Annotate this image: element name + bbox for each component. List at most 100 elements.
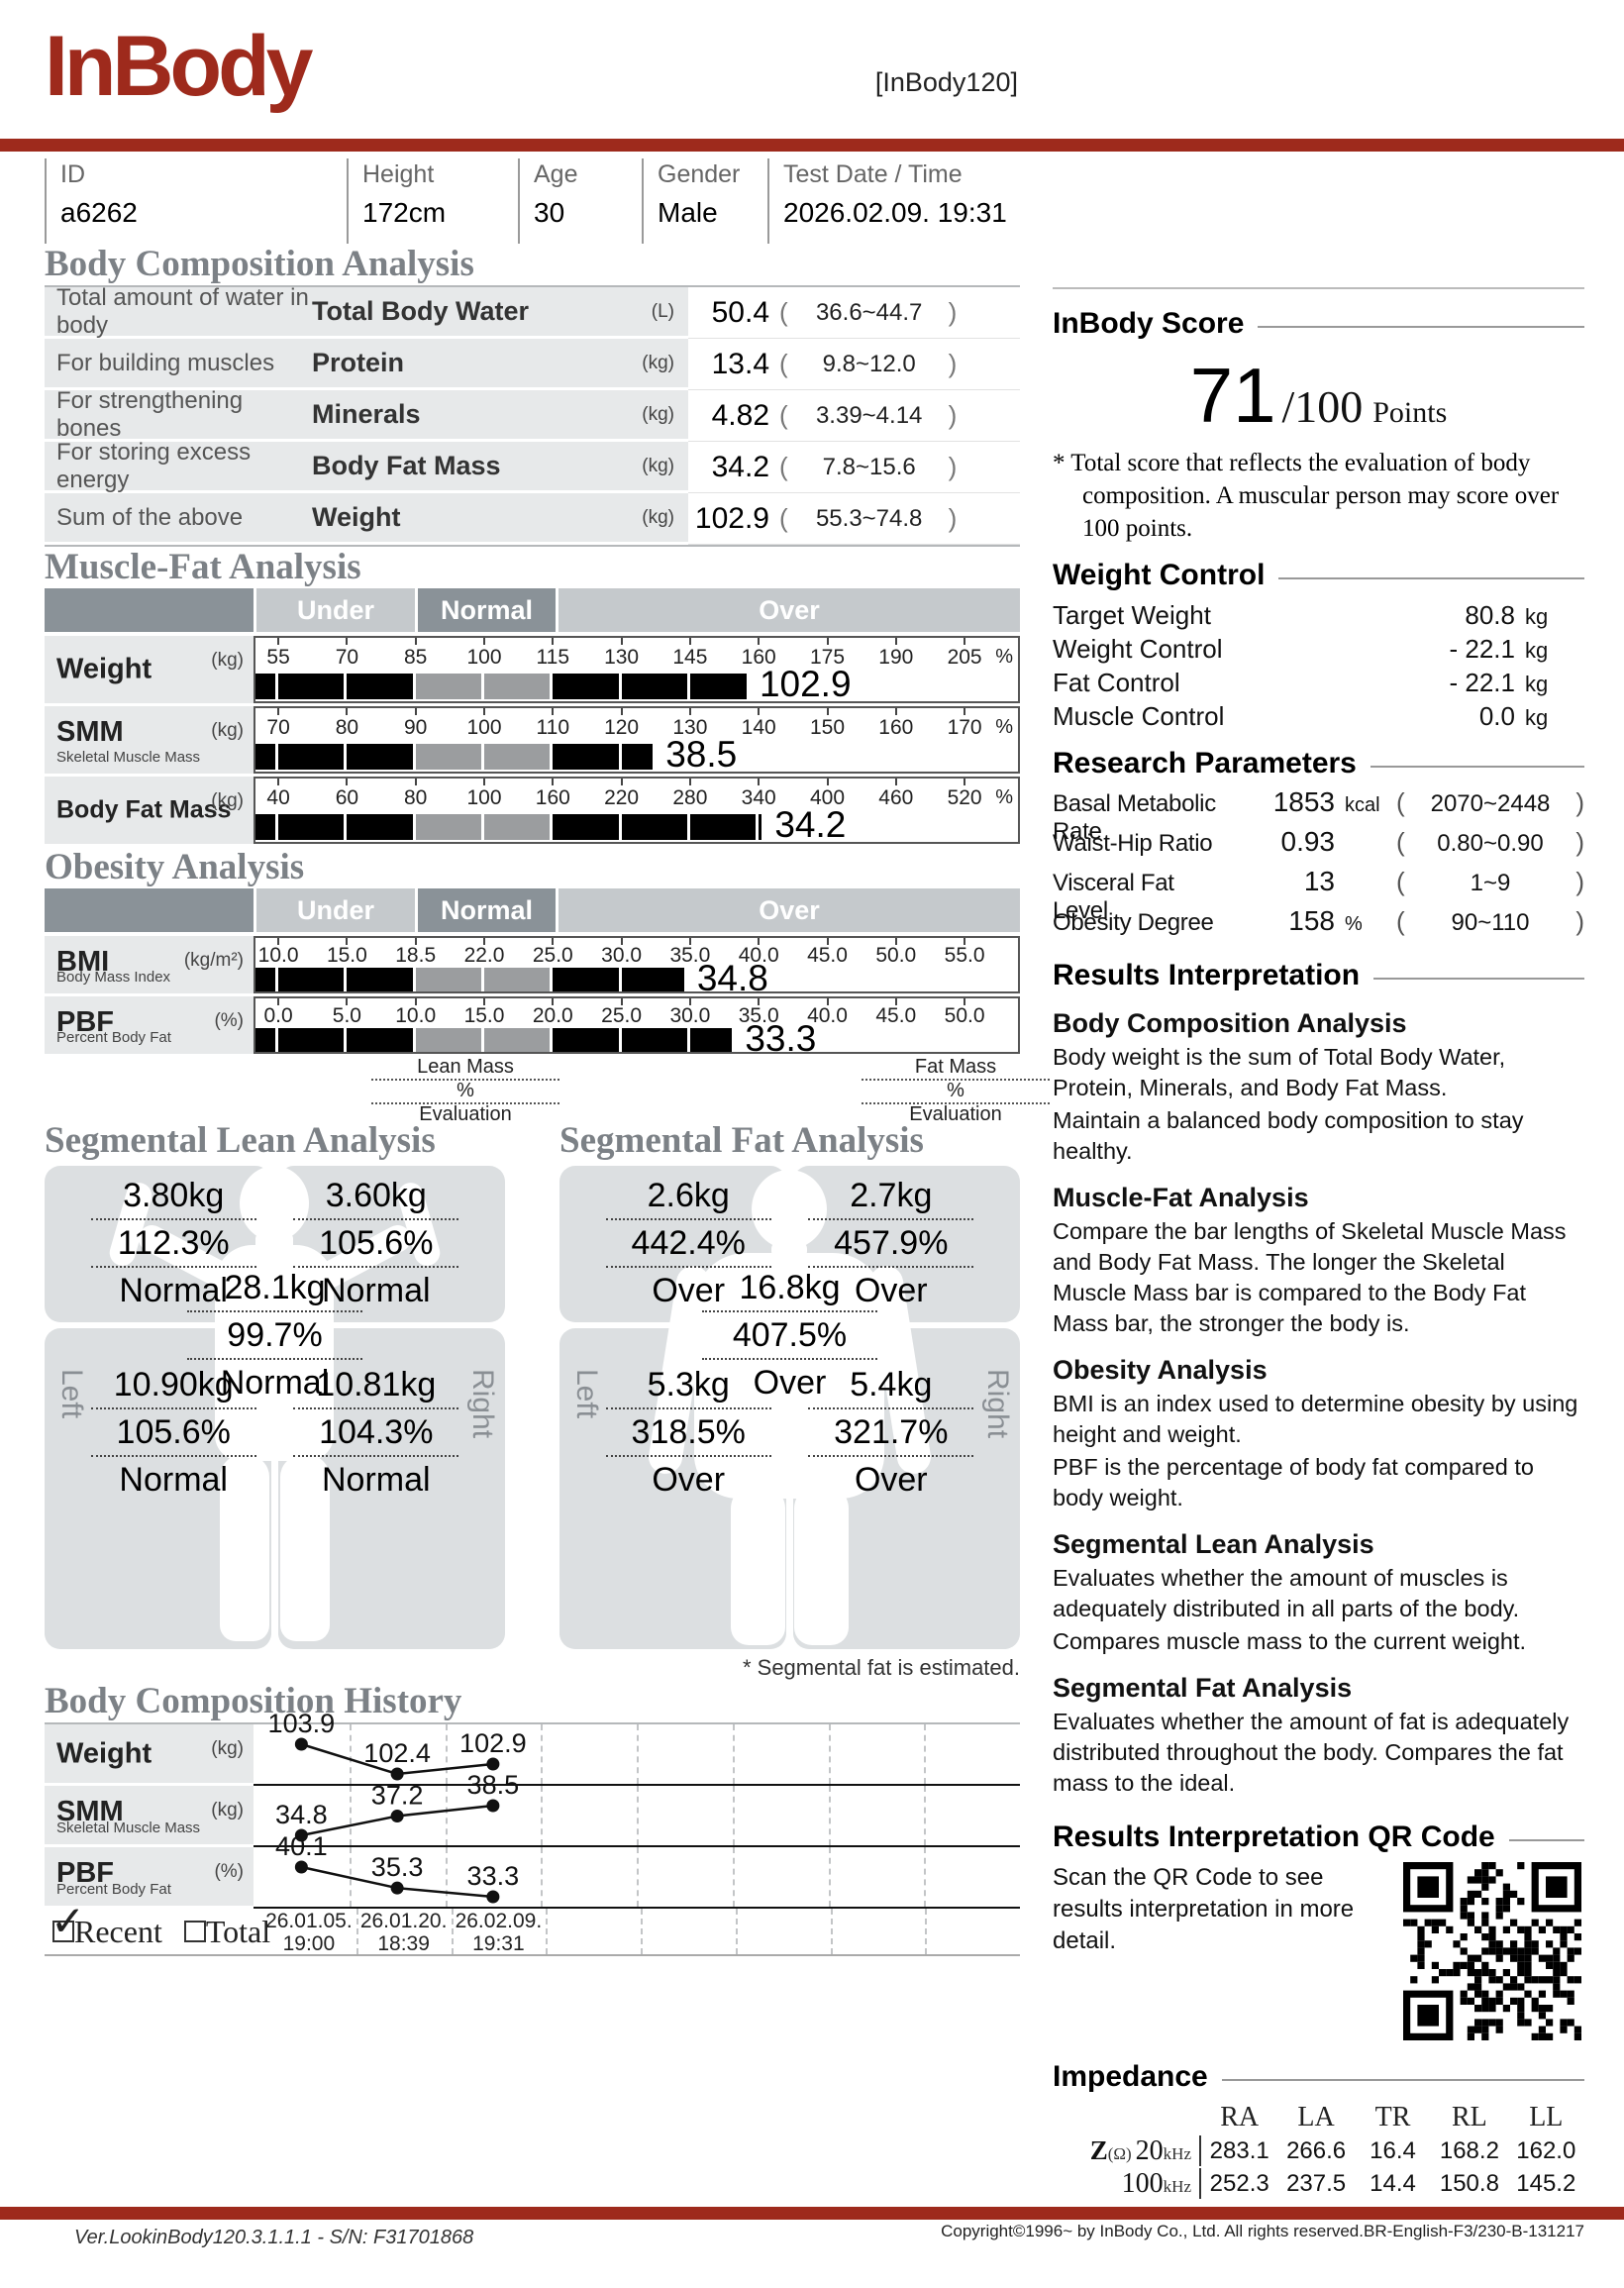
open-paren: ( (779, 349, 788, 378)
tick-mark (414, 998, 417, 1005)
row-label: Body Fat Mass (kg) (45, 777, 254, 844)
research-parameters-header: Research Parameters (1053, 747, 1584, 780)
row-unit: (%) (214, 1010, 244, 1031)
data-point-label: 34.8 (275, 1800, 328, 1829)
tick-mark (414, 638, 417, 645)
history-line-chart: 40.1 35.3 33.3 (275, 1831, 520, 1904)
data-point-label: 40.1 (275, 1831, 328, 1861)
rule (1221, 2079, 1584, 2081)
row-subname: Skeletal Muscle Mass (56, 749, 201, 766)
parameter-range: (1~9) (1396, 867, 1584, 897)
tick-mark (483, 708, 485, 715)
row-subname: Percent Body Fat (56, 1029, 171, 1046)
impedance-value: 266.6 (1286, 2137, 1347, 2164)
patient-field-label: Test Date / Time (783, 160, 963, 188)
qr-module (1567, 1990, 1574, 1998)
tick-label: 5.0 (332, 1004, 361, 1027)
bar-segment (255, 814, 276, 840)
qr-module (1538, 1990, 1546, 1998)
axis-unit-label: % (995, 716, 1013, 738)
row-value-area: 4.82 (3.39~4.14) (688, 390, 1020, 442)
qr-module (1510, 1919, 1518, 1926)
row-label: BMI Body Mass Index (kg/m²) (45, 936, 254, 993)
data-point-label: 33.3 (467, 1861, 520, 1891)
qr-module (1481, 1969, 1489, 1977)
tick-label: 130 (672, 716, 708, 739)
tick-label: 50.0 (944, 1004, 985, 1027)
row-unit: (kg) (211, 790, 244, 811)
history-row: PBF Percent Body Fat (%) 40.1 35.3 33.3 (45, 1831, 1020, 1909)
tick-label: 40.0 (738, 944, 779, 967)
bar-value: 34.2 (774, 804, 847, 845)
bar-segment (415, 968, 481, 991)
qr-module (1481, 1912, 1489, 1920)
bar-segment (278, 814, 345, 840)
impedance-freq-label: 100kHz (1053, 2168, 1201, 2199)
impedance-value: 145.2 (1516, 2170, 1576, 2197)
row-value-area: 102.9 (55.3~74.8) (688, 493, 1020, 545)
bar-scale: 10.0 15.0 18.5 22.0 25.0 30.0 35.0 40.0 45.0 50.0… (254, 936, 1020, 998)
qr-module (1573, 1976, 1581, 1984)
tick-mark (894, 998, 897, 1005)
bar-segment (689, 1028, 733, 1052)
qr-module (1431, 1925, 1439, 1933)
qr-module (1495, 2026, 1503, 2033)
header-divider-bar (0, 139, 1624, 152)
bar-segment (553, 968, 619, 991)
date-text: 26.01.05. (265, 1910, 353, 1932)
bar-segment (621, 968, 684, 991)
qr-module (1488, 1976, 1496, 1984)
tick-mark (346, 708, 349, 715)
bar-row: Body Fat Mass (kg) 40 60 80 100 160 220 280 340 40… (45, 777, 1020, 845)
evaluation-label: Over (652, 1272, 726, 1309)
evaluation-label: Normal (119, 1461, 228, 1499)
footer-version: Ver.LookinBody120.3.1.1.1 - S/N: F317018… (74, 2227, 474, 2248)
bar-scale: 70 80 90 100 110 120 130 140 150 160 170% 38.5 (254, 706, 1020, 775)
parameter-unit: kcal (1345, 794, 1380, 816)
parameter-range: (90~110) (1396, 906, 1584, 937)
left-side-label: Left (570, 1368, 603, 1418)
tick-label: 10.0 (257, 944, 299, 967)
bar-row: Weight (kg) 55 70 85 100 115 130 145 160 175 190 205… (45, 636, 1020, 704)
bar-segment (553, 674, 619, 699)
control-label: Muscle Control (1053, 701, 1225, 731)
qr-module (1460, 1947, 1468, 1955)
bar-scale: 0.0 5.0 10.0 15.0 20.0 25.0 30.0 35.0 40.0 45.0 50… (254, 996, 1020, 1059)
history-date-label: 26.02.09. 19:31 (452, 1910, 547, 1955)
qr-module (1573, 1947, 1581, 1955)
tick-label: 520 (947, 786, 982, 809)
row-description: For strengthening bones (56, 386, 244, 442)
tick-mark (552, 779, 555, 785)
row-label-area: For storing excess energy Body Fat Mass (k… (45, 439, 688, 493)
qr-module (1531, 1940, 1539, 1948)
history-chart-area: 40.1 35.3 33.3 (254, 1831, 1020, 1909)
qr-module (1538, 1954, 1546, 1962)
row-label: SMM Skeletal Muscle Mass (kg) (45, 706, 254, 774)
impedance-column-header: RL (1452, 2102, 1487, 2132)
interpretation-heading: Segmental Fat Analysis (1053, 1673, 1353, 1703)
percent-value: 105.6% (293, 1220, 459, 1268)
mass-value: 3.60kg (293, 1173, 459, 1220)
qr-module (1467, 2026, 1474, 2033)
right-side-label: Right (981, 1368, 1014, 1438)
fat-left-arm-block: 2.6kg 442.4% Over (605, 1173, 771, 1313)
data-point-label: 38.5 (467, 1770, 520, 1800)
data-point (486, 1890, 500, 1904)
qr-module (1517, 2019, 1525, 2027)
fat-right-arm-block: 2.7kg 457.9% Over (808, 1173, 974, 1313)
qr-module (1573, 2026, 1581, 2033)
percent-value: 457.9% (808, 1220, 974, 1268)
qr-module (1553, 1954, 1561, 1962)
parameter-range: (0.80~0.90) (1396, 827, 1584, 858)
control-label: Weight Control (1053, 634, 1223, 664)
band-normal: Normal (418, 588, 556, 632)
body-composition-table: Total amount of water in body Total Body … (45, 284, 1020, 547)
qr-module (1510, 1940, 1518, 1948)
tick-mark (964, 998, 966, 1005)
data-point (390, 1810, 404, 1823)
impedance-corner (1053, 2102, 1201, 2135)
percent-value: 112.3% (90, 1220, 256, 1268)
qr-module (1517, 1898, 1525, 1906)
qr-module (1546, 1919, 1554, 1926)
row-name: Weight (56, 1737, 152, 1769)
